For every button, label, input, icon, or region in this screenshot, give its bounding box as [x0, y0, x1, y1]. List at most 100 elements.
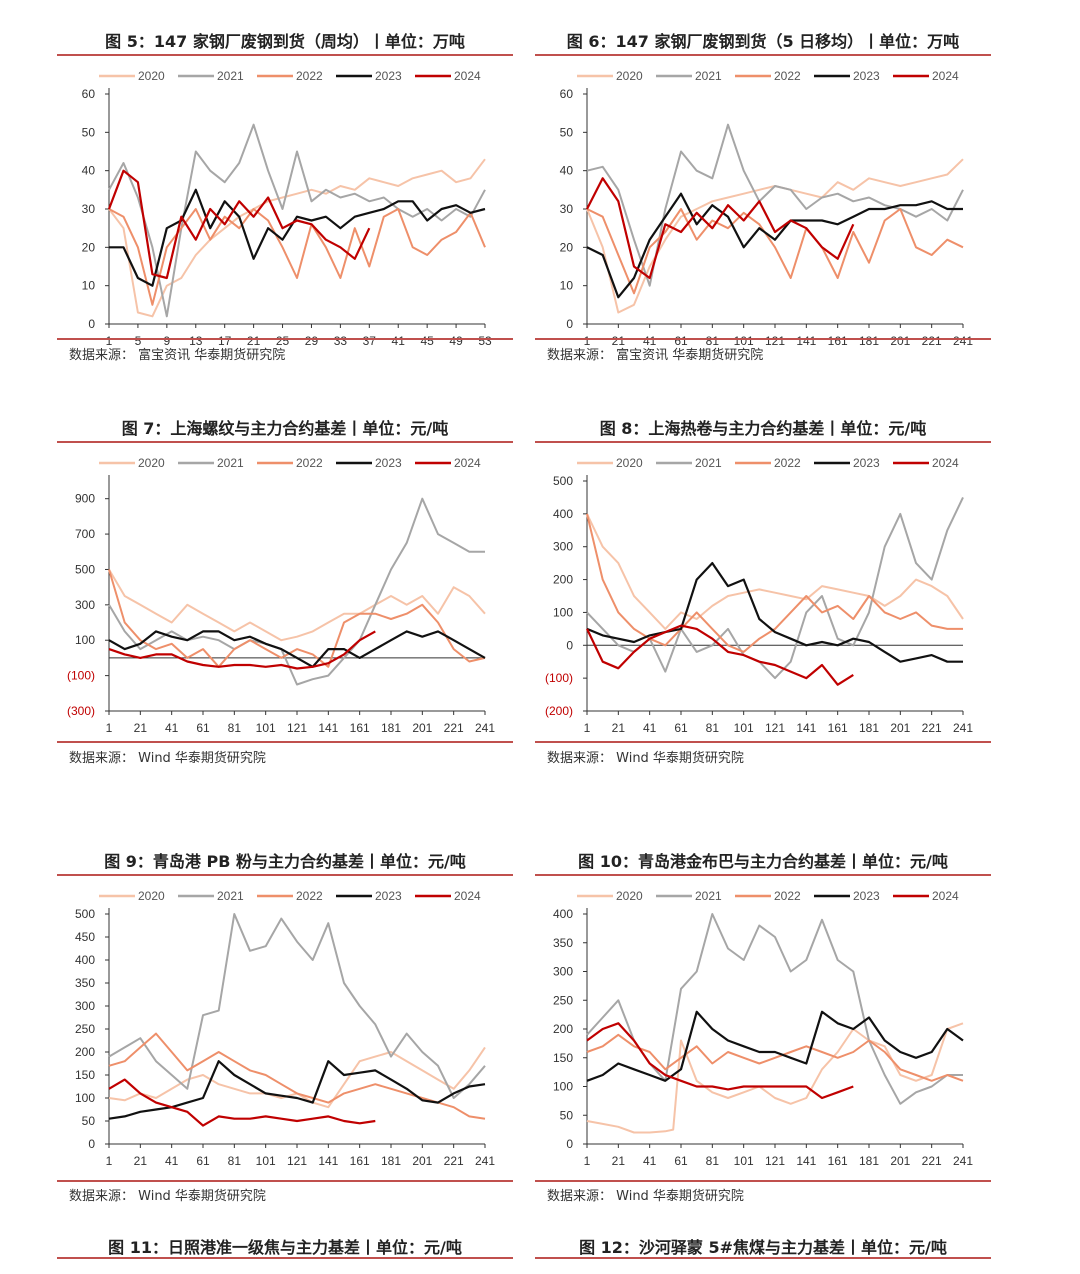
- legend-label-2024: 2024: [454, 69, 481, 83]
- y-tick-label: 40: [560, 164, 574, 178]
- y-tick-label: 400: [553, 507, 573, 521]
- x-tick-label: 201: [890, 721, 910, 735]
- y-tick-label: 300: [553, 540, 573, 554]
- legend-label-2020: 2020: [138, 456, 165, 470]
- series-line-2021: [108, 123, 486, 318]
- chart-title: 图 7：上海螺纹与主力合约基差丨单位：元/吨: [121, 419, 449, 438]
- x-tick-label: 33: [334, 334, 348, 348]
- title-rule: [535, 874, 991, 876]
- x-tick-label: 141: [796, 334, 816, 348]
- series-line-2021: [586, 496, 964, 680]
- series-line-2021: [108, 913, 486, 1099]
- legend-label-2021: 2021: [217, 456, 244, 470]
- x-tick-label: 1: [106, 721, 113, 735]
- x-tick-label: 201: [890, 334, 910, 348]
- source-rule: [535, 338, 991, 340]
- legend: 2020 2021 2022 2023 2024: [577, 456, 959, 470]
- x-tick-label: 25: [276, 334, 290, 348]
- x-tick-label: 21: [612, 1154, 626, 1168]
- y-tick-label: 0: [88, 317, 95, 331]
- y-tick-label: 100: [553, 1080, 573, 1094]
- series-line-2020: [586, 1022, 964, 1134]
- y-tick-label: 0: [88, 1137, 95, 1151]
- series-line-2020: [586, 158, 964, 314]
- series-line-2024: [108, 1078, 376, 1127]
- legend-label-2020: 2020: [138, 889, 165, 903]
- x-tick-label: 141: [796, 721, 816, 735]
- y-tick-label: 0: [566, 638, 573, 652]
- x-tick-label: 81: [706, 1154, 720, 1168]
- legend-label-2022: 2022: [774, 69, 801, 83]
- x-tick-label: 41: [392, 334, 406, 348]
- chart-fig7: 2020 2021 2022 2023 2024 (300) (100) 100 300 500 7…: [67, 456, 495, 735]
- series-line-2022: [586, 208, 964, 295]
- chart-title: 图 5：147 家钢厂废钢到货（周均）丨单位：万吨: [105, 32, 465, 51]
- x-tick-label: 17: [218, 334, 232, 348]
- x-tick-label: 241: [953, 334, 973, 348]
- series-line-2023: [586, 1010, 964, 1082]
- legend: 2020 2021 2022 2023 2024: [99, 889, 481, 903]
- x-tick-label: 121: [287, 1154, 307, 1168]
- legend-label-2021: 2021: [217, 69, 244, 83]
- y-tick-label: (100): [545, 671, 573, 685]
- x-tick-label: 121: [765, 721, 785, 735]
- x-tick-label: 41: [165, 721, 179, 735]
- x-tick-label: 161: [350, 1154, 370, 1168]
- legend-label-2024: 2024: [932, 889, 959, 903]
- y-tick-label: 500: [553, 474, 573, 488]
- x-tick-label: 9: [164, 334, 171, 348]
- legend-label-2022: 2022: [774, 456, 801, 470]
- x-tick-label: 21: [612, 721, 626, 735]
- x-tick-label: 21: [134, 721, 148, 735]
- x-tick-label: 181: [859, 334, 879, 348]
- series-line-2021: [586, 913, 963, 1105]
- y-tick-label: 450: [75, 930, 95, 944]
- x-tick-label: 21: [134, 1154, 148, 1168]
- title-rule: [57, 1257, 513, 1259]
- chart-fig9: 2020 2021 2022 2023 2024 0 50 100 150 200 250 300 35…: [75, 889, 495, 1168]
- x-tick-label: 45: [420, 334, 434, 348]
- y-tick-label: 60: [560, 87, 574, 101]
- x-tick-label: 1: [106, 334, 113, 348]
- y-tick-label: 60: [82, 87, 96, 101]
- series-line-2024: [586, 177, 855, 280]
- x-tick-label: 81: [706, 721, 720, 735]
- legend: 2020 2021 2022 2023 2024: [99, 456, 481, 470]
- series-line-2022: [108, 208, 486, 306]
- y-tick-label: 20: [560, 240, 574, 254]
- y-tick-label: 250: [553, 993, 573, 1007]
- x-tick-label: 41: [643, 334, 657, 348]
- x-tick-label: 241: [475, 721, 495, 735]
- x-tick-label: 241: [475, 1154, 495, 1168]
- series-line-2022: [586, 1033, 964, 1082]
- x-tick-label: 181: [381, 1154, 401, 1168]
- series-line-2024: [586, 1022, 854, 1100]
- y-tick-label: 0: [566, 1137, 573, 1151]
- legend: 2020 2021 2022 2023 2024: [577, 69, 959, 83]
- y-tick-label: 10: [82, 279, 96, 293]
- x-tick-label: 221: [444, 721, 464, 735]
- chart-title: 图 6：147 家钢厂废钢到货（5 日移均）丨单位：万吨: [566, 32, 960, 51]
- y-tick-label: 20: [82, 240, 96, 254]
- legend-label-2021: 2021: [695, 456, 722, 470]
- series-line-2023: [109, 188, 486, 287]
- legend-label-2023: 2023: [375, 456, 402, 470]
- y-tick-label: 10: [560, 279, 574, 293]
- x-tick-label: 21: [247, 334, 261, 348]
- y-tick-label: 0: [566, 317, 573, 331]
- title-rule: [57, 874, 513, 876]
- x-tick-label: 221: [922, 1154, 942, 1168]
- x-tick-label: 161: [828, 1154, 848, 1168]
- x-tick-label: 181: [381, 721, 401, 735]
- x-tick-label: 81: [706, 334, 720, 348]
- x-tick-label: 201: [412, 721, 432, 735]
- y-tick-label: 300: [553, 965, 573, 979]
- legend-label-2024: 2024: [932, 456, 959, 470]
- chart-fig8: 2020 2021 2022 2023 2024 (200) (100) 0 100 200 300…: [545, 456, 973, 735]
- y-tick-label: 350: [75, 976, 95, 990]
- x-tick-label: 101: [256, 1154, 276, 1168]
- title-rule: [57, 441, 513, 443]
- x-tick-label: 161: [828, 721, 848, 735]
- y-tick-label: 250: [75, 1022, 95, 1036]
